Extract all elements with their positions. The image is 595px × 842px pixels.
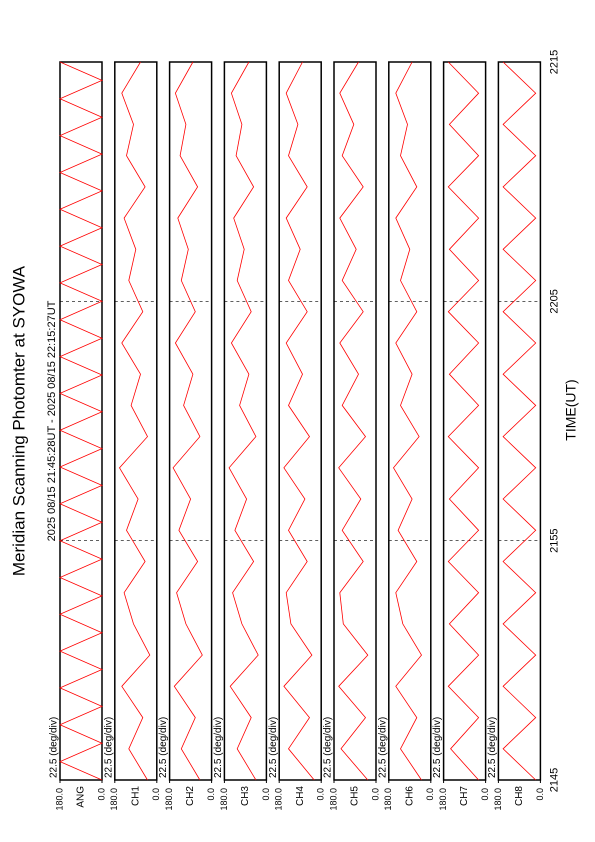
- x-tick-label: 2155: [548, 528, 560, 552]
- y-tick-label: 0.0: [316, 788, 326, 801]
- panel-name: CH1: [130, 786, 141, 806]
- y-tick-label: 0.0: [370, 788, 380, 801]
- y-tick-label: 180.0: [493, 788, 503, 811]
- chart-subtitle: 2025 08/15 21:45:28UT - 2025 08/15 22:15…: [46, 300, 58, 541]
- panel-name: CH7: [459, 786, 470, 806]
- y-tick-label: 180.0: [438, 788, 448, 811]
- scale-label: 22.5 (deg/div): [49, 717, 60, 778]
- y-tick-label: 0.0: [480, 788, 490, 801]
- x-tick-label: 2215: [548, 50, 560, 74]
- trace: [119, 61, 151, 781]
- y-tick-label: 0.0: [535, 788, 545, 801]
- trace: [228, 61, 259, 781]
- scale-label: 22.5 (deg/div): [432, 717, 443, 778]
- y-tick-label: 180.0: [383, 788, 393, 811]
- x-tick-label: 2205: [548, 289, 560, 313]
- y-tick-label: 180.0: [54, 788, 64, 811]
- chart-title: Meridian Scanning Photomter at SYOWA: [9, 265, 28, 576]
- panel-name: CH8: [514, 786, 525, 806]
- trace: [502, 61, 537, 781]
- panel-frame: [114, 61, 158, 781]
- y-tick-label: 0.0: [96, 788, 106, 801]
- y-tick-label: 180.0: [164, 788, 174, 811]
- y-tick-label: 180.0: [109, 788, 119, 811]
- scale-label: 22.5 (deg/div): [158, 717, 169, 778]
- panel-name: CH6: [404, 786, 415, 806]
- trace: [393, 61, 422, 781]
- scale-label: 22.5 (deg/div): [213, 717, 224, 778]
- trace: [447, 61, 480, 781]
- scale-label: 22.5 (deg/div): [377, 717, 388, 778]
- scale-label: 22.5 (deg/div): [487, 717, 498, 778]
- panel-frame: [497, 61, 542, 781]
- scale-label: 22.5 (deg/div): [103, 717, 114, 778]
- trace: [283, 61, 315, 781]
- trace: [338, 61, 369, 781]
- trace: [59, 61, 103, 781]
- panel-name: CH5: [350, 786, 361, 806]
- scale-label: 22.5 (deg/div): [323, 717, 334, 778]
- scale-label: 22.5 (deg/div): [268, 717, 279, 778]
- y-tick-label: 0.0: [261, 788, 271, 801]
- y-tick-label: 180.0: [274, 788, 284, 811]
- y-tick-label: 0.0: [425, 788, 435, 801]
- x-axis-label: TIME(UT): [563, 379, 579, 440]
- rotated-chart: Meridian Scanning Photomter at SYOWA 202…: [9, 50, 578, 811]
- y-tick-label: 0.0: [151, 788, 161, 801]
- panel-name: CH4: [295, 786, 306, 806]
- panel-frame: [223, 61, 268, 781]
- y-tick-label: 180.0: [328, 788, 338, 811]
- panel-frame: [168, 61, 213, 781]
- panel-frame: [278, 61, 322, 781]
- x-tick-label: 2145: [548, 768, 560, 792]
- panel-frame: [333, 61, 377, 781]
- trace: [172, 61, 203, 781]
- y-tick-label: 0.0: [206, 788, 216, 801]
- panel-name: CH2: [185, 786, 196, 806]
- panel-name: ANG: [76, 786, 87, 808]
- panel-name: CH3: [240, 786, 251, 806]
- y-tick-label: 180.0: [219, 788, 229, 811]
